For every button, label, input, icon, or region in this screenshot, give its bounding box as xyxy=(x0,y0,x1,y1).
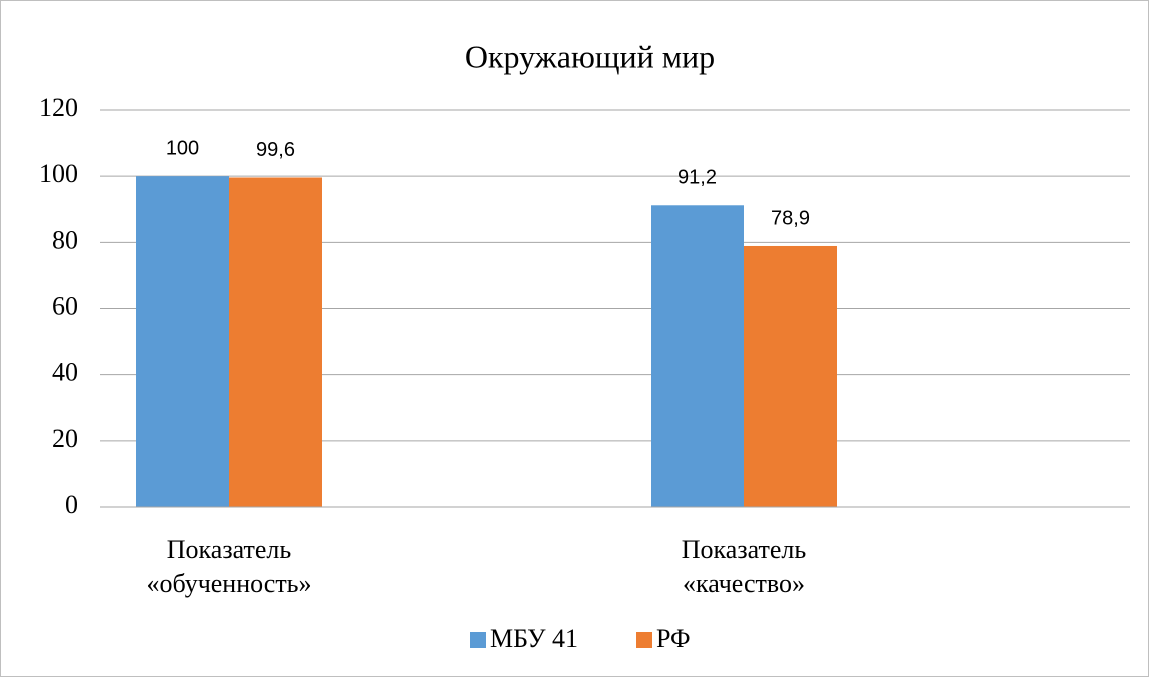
data-label: 100 xyxy=(166,137,199,159)
legend-swatch xyxy=(470,632,486,648)
y-tick-label: 120 xyxy=(39,93,78,122)
x-tick-label: Показатель «обученность» xyxy=(146,535,311,598)
chart-title: Окружающий мир xyxy=(465,38,715,74)
legend-label: РФ xyxy=(656,624,691,653)
bar xyxy=(229,177,322,508)
y-tick-label: 60 xyxy=(52,291,78,320)
y-tick-label: 80 xyxy=(52,225,78,254)
data-label: 99,6 xyxy=(256,139,295,161)
y-tick-label: 20 xyxy=(52,424,78,453)
data-label: 78,9 xyxy=(771,207,810,229)
legend-swatch xyxy=(636,632,652,648)
y-tick-label: 40 xyxy=(52,358,78,387)
y-tick-label: 100 xyxy=(39,159,78,188)
x-tick-label: Показатель «качество» xyxy=(682,535,807,598)
bar xyxy=(651,205,744,507)
bar xyxy=(744,245,837,507)
data-label: 91,2 xyxy=(678,167,717,189)
y-tick-label: 0 xyxy=(65,490,78,519)
bar xyxy=(136,176,229,507)
legend-label: МБУ 41 xyxy=(490,624,578,653)
